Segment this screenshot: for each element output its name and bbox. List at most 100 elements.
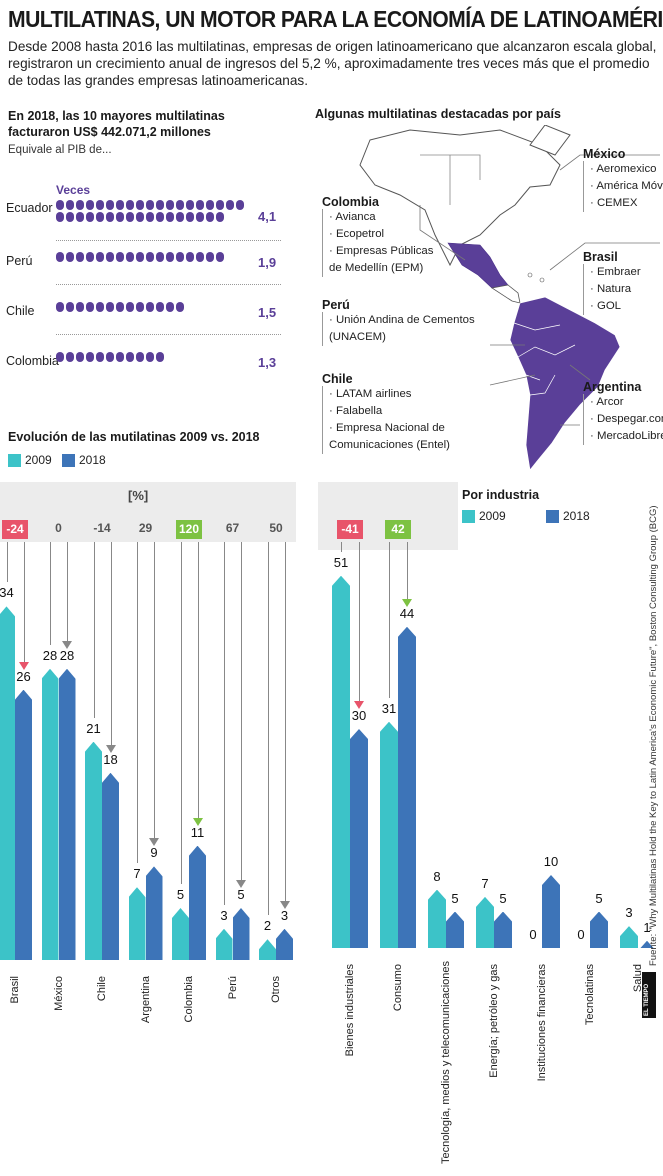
pib-dot [156,302,164,312]
pib-value-2: 1,5 [258,305,277,320]
industry-legend-swatch-2009 [462,510,475,524]
pib-separator [56,284,281,285]
ind-bar-2018-2 [446,911,464,948]
ind-xlabel-3: Energía; petróleo y gas [488,964,500,1078]
evo-change-line-6 [284,542,286,905]
pib-dot [66,212,74,222]
pib-dot [126,212,134,222]
evo-xlabel-1: México [52,976,65,1011]
pib-dot [126,200,134,210]
ind-label-2009-0: 51 [333,554,349,570]
evolution-heading: Evolución de las mutilatinas 2009 vs. 20… [8,430,260,444]
pib-dot [156,200,164,210]
evo-bar-2009-6 [259,939,276,960]
pib-dot [66,252,74,262]
pib-dot [196,212,204,222]
map-country-5: Argentina [583,380,642,394]
evo-change-arrow-6 [279,900,290,909]
pib-dot [146,212,154,222]
map-country-0: Colombia [322,195,379,209]
pib-dot [106,212,114,222]
map-company-list-3: · Aeromexico · América Móvil · CEMEX [583,161,663,212]
evo-change-arrow-5 [236,880,246,888]
pib-value-3: 1,3 [258,355,277,370]
pib-subheading: Equivale al PIB de... [8,144,112,156]
pib-dot [136,252,144,262]
pib-dot [96,212,104,222]
ind-change-line-1 [407,542,408,603]
pib-dot [106,352,114,362]
evo-bar-2018-3 [145,866,163,960]
ind-change-badge-1: 42 [385,520,411,539]
veces-label: Veces [56,183,91,197]
pib-dot [216,252,224,262]
pib-dot [206,252,214,262]
south-america-shape [509,296,621,471]
map-company-item: de Medellín (EPM) [329,262,424,274]
pib-dot [166,252,174,262]
evo-xlabel-2: Chile [96,976,108,1002]
pib-dots-3 [56,352,252,362]
pib-dot [216,200,224,210]
evo-change-line-3 [154,542,155,843]
pib-dot [206,200,214,210]
evo-label-2009-3: 7 [133,866,141,882]
pib-separator [56,334,281,335]
map-country-4: Brasil [583,250,618,264]
pib-dot [86,212,94,222]
pib-dot [116,252,124,262]
evo-label-2018-0: 26 [16,668,31,684]
map-company-item: · Despegar.com [590,413,663,425]
industry-legend-label-2018: 2018 [563,509,590,523]
pib-dot [196,200,204,210]
ind-bar-2009-0 [332,575,350,948]
eltiempo-logo: EL TIEMPO [642,972,656,1018]
evo-change-connector-3 [137,542,155,864]
legend-2018: 2018 [62,453,106,468]
map-company-item: · CEMEX [590,197,638,209]
mexico-shape [447,242,509,289]
pib-country-3: Colombia [6,354,59,368]
evo-change-pct-3: 29 [138,521,153,535]
map-company-item: · LATAM airlines [329,388,412,400]
ind-xlabel-2: Tecnología, medios y telecomunicaciones [440,960,452,1164]
evo-change-pct-5: 67 [225,521,240,535]
legend-swatch-2009 [8,454,21,468]
ind-label-2018-0: 30 [351,708,367,723]
evo-change-line-2 [110,542,112,749]
evo-xlabel-0: Brasil [9,976,21,1004]
industry-heading: Por industria [462,488,540,502]
ind-label-2018-4: 10 [543,854,559,869]
pib-dot [186,252,194,262]
evo-change-arrow-3 [149,838,159,847]
pib-dot [116,212,124,222]
ind-label-2018-6: 1 [643,919,651,935]
evo-change-line-5 [241,542,242,884]
page-title: MULTILATINAS, UN MOTOR PARA LA ECONOMÍA … [8,6,663,32]
pib-dots-0 [56,200,252,222]
evo-xlabel-5: Perú [226,976,239,1000]
ind-change-badge-0: -41 [337,520,363,539]
evo-label-2018-2: 18 [103,751,118,767]
ind-bar-2009-1 [380,721,398,948]
evo-change-connector-1 [50,542,68,645]
pib-dot [166,200,174,210]
map-country-2: Chile [322,372,353,386]
pib-dot [96,302,104,312]
industry-legend-swatch-2018 [546,510,559,524]
pib-dot [176,200,184,210]
evo-xlabel-3: Argentina [139,976,152,1024]
legend-label-2018: 2018 [79,453,106,467]
pib-dot [66,302,74,312]
map-company-list-5: · Arcor · Despegar.com · MercadoLibre [583,394,663,445]
pib-dot [146,302,154,312]
evo-label-2018-3: 9 [150,845,158,861]
evo-bar-2018-5 [232,908,250,960]
evo-bar-2009-2 [85,741,102,960]
pct-label: [%] [128,488,149,503]
ind-bar-2009-3 [476,896,494,948]
evo-label-2009-1: 28 [42,647,58,663]
source-note: Fuente: "Why Multilatinas Hold the Key t… [648,505,659,966]
evo-label-2018-4: 11 [190,824,205,840]
evo-xlabel-6: Otros [270,976,282,1003]
